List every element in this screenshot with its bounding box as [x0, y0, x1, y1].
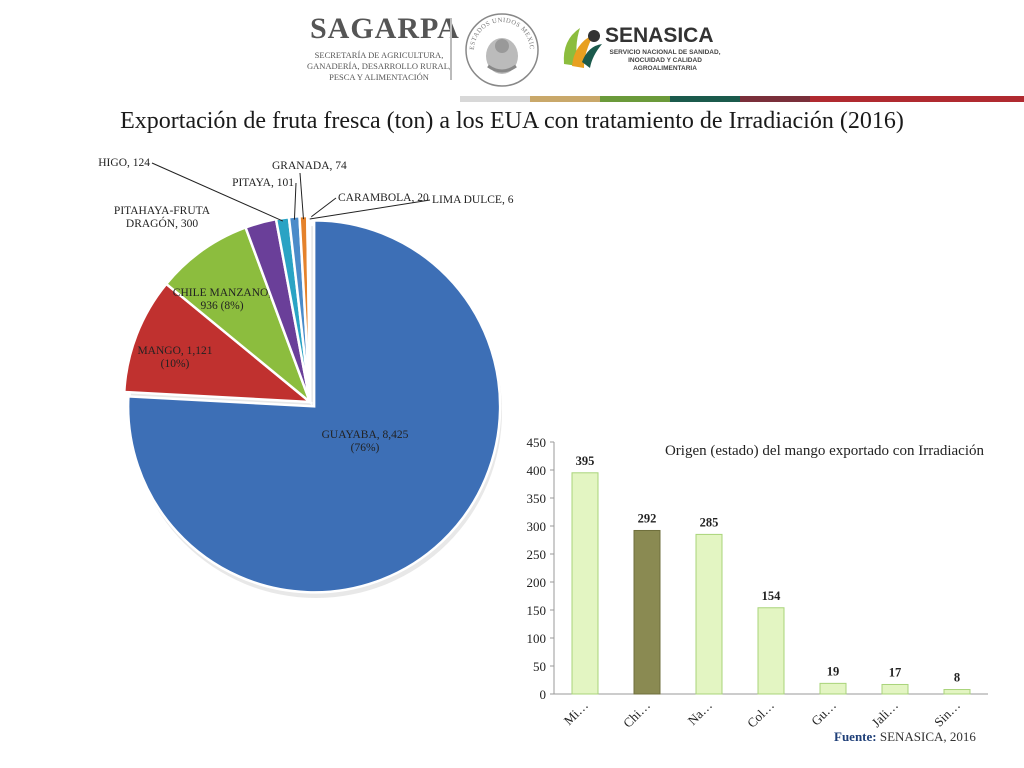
pie-slice: [308, 214, 312, 403]
source-note: Fuente: SENASICA, 2016: [834, 729, 976, 745]
y-tick-label: 100: [527, 631, 547, 646]
pie-slice-label: LIMA DULCE, 6: [432, 194, 514, 206]
header-logos: SAGARPA SECRETARÍA DE AGRICULTURA, GANAD…: [300, 8, 730, 90]
color-band-segment: [460, 96, 530, 102]
sagarpa-logo-text: SAGARPA: [310, 12, 460, 45]
y-tick-label: 300: [527, 519, 547, 534]
color-band-segment: [670, 96, 740, 102]
bar: [881, 683, 909, 695]
bar-value-label: 292: [638, 511, 657, 525]
mexican-seal-icon: ESTADOS UNIDOS MEXICANOS: [462, 10, 539, 87]
y-tick-label: 50: [533, 659, 546, 674]
bar: [633, 529, 661, 695]
bar-value-label: 285: [700, 515, 719, 529]
senasica-emblem-icon: [563, 28, 602, 68]
x-tick-label: Jali…: [869, 698, 902, 730]
bar-value-label: 19: [827, 664, 840, 678]
y-tick-label: 0: [540, 687, 547, 702]
bar-value-label: 8: [954, 671, 960, 685]
x-tick-label: Chi…: [620, 698, 653, 730]
color-band-segment: [0, 96, 460, 102]
senasica-subtitle: SERVICIO NACIONAL DE SANIDAD, INOCUIDAD …: [609, 49, 721, 72]
y-tick-label: 150: [527, 603, 547, 618]
pie-leader-line: [308, 197, 337, 220]
pie-slice-label: DRAGÓN, 300: [126, 216, 198, 230]
sagarpa-subtitle: SECRETARÍA DE AGRICULTURA, GANADERÍA, DE…: [306, 50, 452, 82]
pie-leader-line: [299, 172, 304, 220]
bar-chart-title: Origen (estado) del mango exportado con …: [665, 443, 985, 459]
y-tick-label: 350: [527, 491, 547, 506]
pie-leader-line: [151, 162, 284, 222]
bar-value-label: 17: [889, 665, 902, 679]
source-label: Fuente:: [834, 729, 877, 744]
x-tick-label: Sin…: [931, 698, 963, 730]
x-tick-label: Mi…: [561, 698, 592, 729]
pie-slice: [126, 219, 502, 594]
color-band-segment: [740, 96, 810, 102]
pie-slice-label: (76%): [351, 442, 380, 454]
y-tick-label: 200: [527, 575, 547, 590]
bar-value-label: 395: [576, 454, 595, 468]
bar: [757, 607, 785, 695]
color-band-segment: [530, 96, 600, 102]
color-band-segment: [810, 96, 1024, 102]
slide-title: Exportación de fruta fresca (ton) a los …: [120, 108, 904, 134]
x-tick-label: Na…: [685, 698, 716, 729]
y-tick-label: 400: [527, 463, 547, 478]
x-tick-label: Gu…: [808, 698, 839, 729]
pie-slice-label: CARAMBOLA, 20: [338, 192, 429, 204]
pie-slice: [164, 225, 313, 406]
color-band: [0, 96, 1024, 102]
pie-slice-label: GRANADA, 74: [272, 160, 347, 172]
pie-slice-label: MANGO, 1,121: [137, 345, 212, 357]
pie-chart: GUAYABA, 8,425(76%) MANGO, 1,121(10%) CHIL…: [98, 157, 514, 598]
pie-slice-label: HIGO, 124: [98, 157, 150, 169]
bar: [695, 533, 723, 695]
x-tick-label: Col…: [744, 698, 777, 730]
bar: [943, 689, 971, 695]
bar: [571, 472, 599, 695]
pie-slice: [122, 282, 314, 404]
bar-chart: 0 50 100 150 200 250 300 350 400 450 Origen (estad…: [527, 435, 988, 730]
pie-slice-label: PITAHAYA-FRUTA: [114, 205, 211, 217]
bar-value-label: 154: [762, 589, 782, 603]
logo-divider: [450, 18, 452, 80]
color-band-segment: [600, 96, 670, 102]
pie-slice-label: GUAYABA, 8,425: [322, 429, 409, 441]
pie-leader-line: [293, 182, 297, 220]
y-tick-label: 250: [527, 547, 547, 562]
senasica-logo-text: SENASICA: [605, 24, 714, 47]
pie-slice-label: 936 (8%): [200, 300, 243, 312]
bar: [819, 682, 847, 695]
pie-slice-label: CHILE MANZANO,: [173, 287, 272, 299]
pie-leader-line: [309, 199, 431, 220]
y-tick-label: 450: [527, 435, 547, 450]
source-value: SENASICA, 2016: [879, 729, 976, 744]
pie-slice-label: (10%): [161, 358, 190, 370]
pie-slice-label: PITAYA, 101: [232, 177, 294, 189]
